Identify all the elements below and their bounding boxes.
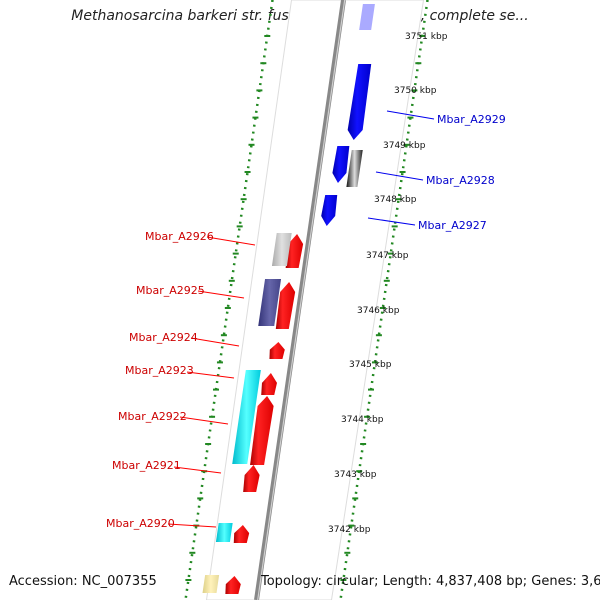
gene-features[interactable] [202,4,375,594]
gene-mbar-a2927[interactable] [321,195,338,226]
kbp-tick-label: 3745 kbp [349,360,392,370]
cog-mbar-a2920[interactable] [215,523,233,542]
gene-label-reverse[interactable]: Mbar_A2921 [112,459,181,472]
kbp-tick-label: 3749 kbp [383,141,426,151]
gene-mbar-a2920[interactable] [233,525,250,543]
gene-label-reverse[interactable]: Mbar_A2922 [118,410,187,423]
cog-next-yellow[interactable] [202,575,220,593]
track-band [205,0,425,600]
backbone-line [254,0,346,600]
gene-next-red[interactable] [225,576,241,594]
cog-mbar-a2926[interactable] [271,233,292,266]
gene-label-forward[interactable]: Mbar_A2927 [418,219,487,232]
gene-label-forward[interactable]: Mbar_A2928 [426,174,495,187]
kbp-tick-label: 3748 kbp [374,195,417,205]
left-dot-rail [184,0,274,600]
kbp-tick-label: 3743 kbp [334,470,377,480]
topology-summary: Topology: circular; Length: 4,837,408 bp… [261,574,600,589]
track-band-shape [205,0,425,600]
leader-line [375,171,424,181]
leader-line [367,217,416,226]
gene-top-partial[interactable] [359,4,375,30]
gene-label-reverse[interactable]: Mbar_A2923 [125,364,194,377]
leader-line [173,466,222,474]
kbp-tick-label: 3751 kbp [405,32,448,42]
gene-label-forward[interactable]: Mbar_A2929 [437,113,506,126]
chromosome-backbone [254,0,346,600]
label-leader-lines [167,110,435,528]
gene-mbar-a2922[interactable] [250,396,274,465]
accession-text: Accession: NC_007355 [9,574,157,589]
gene-label-reverse[interactable]: Mbar_A2925 [136,284,205,297]
leader-line [386,110,435,120]
kbp-tick-label: 3742 kbp [328,525,371,535]
leader-line [167,523,217,528]
leader-line [197,290,245,299]
kbp-ticks: 3742 kbp 3743 kbp 3744 kbp 3745 kbp 3746 kbp… [328,32,448,535]
kbp-tick-label: 3750 kbp [394,86,437,96]
kbp-tick-label: 3747 kbp [366,251,409,261]
leader-line [206,236,256,246]
kbp-tick-label: 3744 kbp [341,415,384,425]
gene-mbar-a2928[interactable] [332,146,350,183]
gene-mbar-a2929[interactable] [347,64,372,140]
gene-label-reverse[interactable]: Mbar_A2926 [145,230,214,243]
kbp-tick-label: 3746 kbp [357,306,400,316]
gene-label-reverse[interactable]: Mbar_A2924 [129,331,198,344]
cog-mbar-a2928[interactable] [346,150,363,187]
gene-mbar-a2925[interactable] [275,282,296,329]
right-dot-rail [339,0,429,600]
leader-line [179,416,229,425]
cog-mbar-a2923[interactable] [232,370,261,464]
gene-mbar-a2923[interactable] [261,373,277,395]
cog-mbar-a2925[interactable] [258,279,282,326]
backbone-highlight [257,0,346,600]
gene-mbar-a2921[interactable] [243,465,260,492]
gene-label-reverse[interactable]: Mbar_A2920 [106,517,175,530]
gene-labels[interactable]: Mbar_A2926 Mbar_A2925 Mbar_A2924 Mbar_A2923… [106,113,506,530]
leader-line [186,371,235,379]
leader-line [190,337,240,347]
gene-mbar-a2924[interactable] [269,342,285,359]
